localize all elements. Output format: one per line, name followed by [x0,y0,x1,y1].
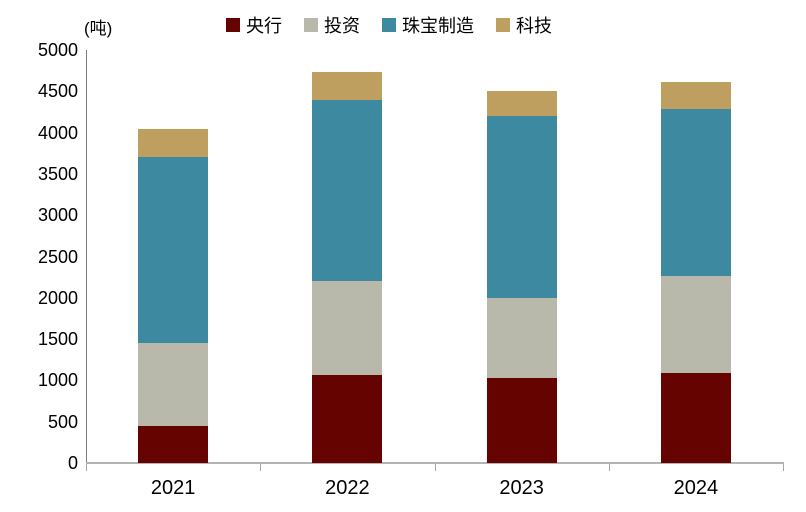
legend-swatch-icon [304,18,318,32]
y-tick-label: 4500 [37,81,78,102]
bar-segment-科技 [138,129,209,158]
legend: 央行 投资 珠宝制造 科技 [226,12,552,38]
bar-2021 [138,129,209,463]
bar-segment-央行 [138,425,209,463]
y-axis-line [86,50,87,463]
y-tick-label: 500 [47,411,78,432]
y-tick-label: 1000 [37,370,78,391]
bar-2024 [660,82,731,463]
legend-item-3: 科技 [496,12,552,38]
legend-item-0: 央行 [226,12,282,38]
x-tick-label-2024: 2024 [673,477,719,499]
x-axis-tick [86,464,87,471]
y-tick-label: 2000 [37,287,78,308]
bar-segment-投资 [486,297,557,378]
y-tick-label: 0 [67,453,78,473]
legend-label: 投资 [324,16,360,36]
bar-segment-投资 [660,276,731,373]
bar-segment-科技 [486,90,557,117]
y-axis-unit-label: (吨) [84,19,113,38]
bar-segment-央行 [312,374,383,463]
legend-swatch-icon [496,18,510,32]
bar-segment-投资 [138,343,209,426]
x-axis-tick [783,464,784,471]
x-axis-tick [260,464,262,471]
bar-2023 [486,90,557,463]
x-tick-label-2021: 2021 [150,477,196,499]
y-tick-label: 2500 [37,246,78,267]
legend-label: 珠宝制造 [402,16,474,36]
legend-swatch-icon [382,18,396,32]
x-tick-label-2023: 2023 [499,477,544,499]
legend-swatch-icon [226,18,240,32]
bar-segment-科技 [660,82,731,109]
x-axis-tick [434,464,436,471]
legend-item-1: 投资 [304,12,360,38]
legend-label: 科技 [516,16,552,36]
bar-segment-科技 [312,72,383,100]
bar-segment-珠宝制造 [660,108,731,277]
y-tick-label: 5000 [37,40,78,60]
bar-segment-珠宝制造 [486,116,557,298]
x-axis-tick [608,464,610,471]
y-tick-label: 1500 [37,329,78,350]
legend-label: 央行 [246,16,282,36]
y-tick-label: 3000 [37,205,78,226]
bar-segment-珠宝制造 [138,157,209,344]
bar-2022 [312,72,383,463]
bar-segment-央行 [660,372,731,463]
x-axis-line [86,462,784,464]
y-tick-label: 4000 [37,122,78,143]
bar-segment-投资 [312,281,383,375]
bar-segment-珠宝制造 [312,99,383,282]
y-tick-label: 3500 [37,163,78,184]
x-tick-label-2022: 2022 [325,477,370,499]
bar-segment-央行 [486,377,557,463]
legend-item-2: 珠宝制造 [382,12,474,38]
